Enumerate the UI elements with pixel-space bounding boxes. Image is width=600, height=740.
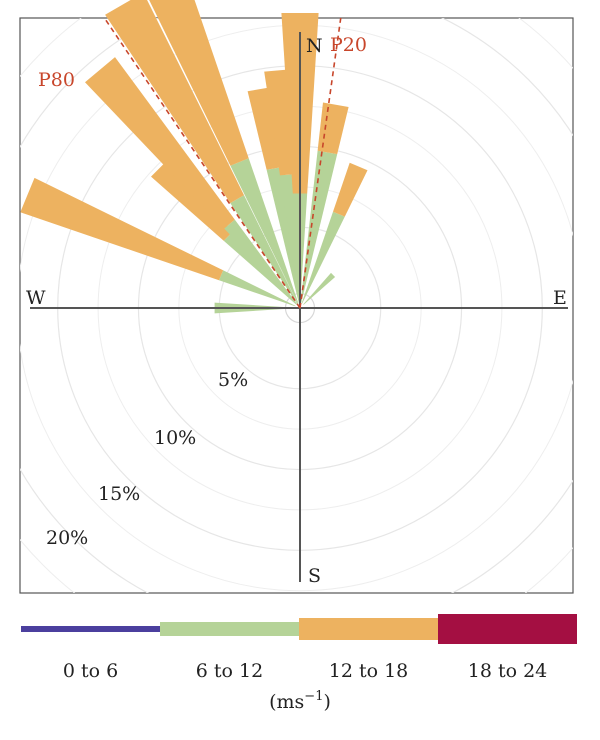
sector-330-bin-2 [105, 0, 244, 204]
percentile-label-p20: P20 [330, 34, 367, 56]
sector-292.5-bin-1 [219, 270, 296, 307]
ring-label-5: 5% [218, 369, 248, 391]
sector-315-bin-1 [223, 231, 297, 305]
ring-label-20: 20% [46, 527, 88, 549]
direction-label-south: S [308, 565, 321, 587]
sector-330-bin-1 [230, 195, 298, 304]
sector-320-bin-2 [85, 57, 235, 229]
legend-swatch-3 [438, 614, 577, 644]
legend-swatch-0 [21, 626, 160, 632]
legend-swatch-2 [299, 618, 438, 640]
percentile-label-p80: P80 [38, 69, 75, 91]
sector-337.5-bin-1 [230, 158, 299, 304]
sector-320-bin-1 [224, 219, 298, 305]
legend-swatch-1 [160, 622, 299, 636]
ring-label-10: 10% [154, 427, 196, 449]
sector-22.5-bin-2 [333, 162, 368, 217]
sector-315-bin-2 [151, 159, 233, 241]
sector-337.5-bin-2 [149, 0, 249, 166]
sector-10-bin-2 [317, 102, 349, 155]
legend-unit: (ms−1) [269, 689, 331, 713]
direction-label-west: W [26, 287, 46, 309]
ring-label-15: 15% [98, 483, 140, 505]
sector-10-bin-1 [300, 150, 338, 304]
sector-22.5-bin-1 [301, 211, 345, 304]
legend-label-2: 12 to 18 [329, 660, 409, 682]
direction-label-north: N [306, 35, 323, 57]
direction-label-east: E [553, 287, 567, 309]
sector-350-bin-1 [266, 166, 300, 304]
legend-label-1: 6 to 12 [196, 660, 263, 682]
sector-292.5-bin-2 [20, 177, 224, 281]
sector-45-bin-1 [303, 272, 336, 305]
legend-label-3: 18 to 24 [468, 660, 548, 682]
legend-label-0: 0 to 6 [63, 660, 118, 682]
